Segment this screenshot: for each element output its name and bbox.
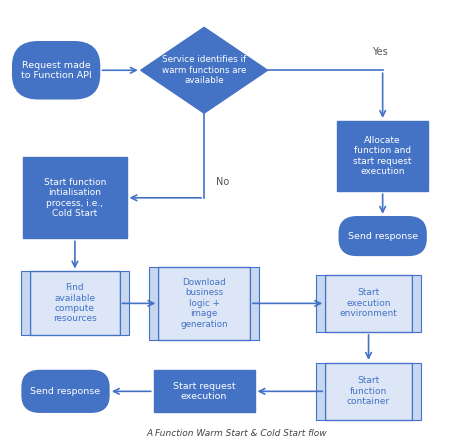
FancyBboxPatch shape [412, 275, 421, 332]
Text: Service identifies if
warm functions are
available: Service identifies if warm functions are… [162, 56, 246, 85]
FancyBboxPatch shape [325, 275, 412, 332]
FancyBboxPatch shape [337, 121, 428, 191]
FancyBboxPatch shape [316, 363, 325, 420]
Text: Start
execution
environment: Start execution environment [339, 289, 398, 318]
Text: Download
business
logic +
image
generation: Download business logic + image generati… [180, 278, 228, 329]
FancyBboxPatch shape [250, 267, 259, 340]
Text: Request made
to Function API: Request made to Function API [21, 60, 91, 80]
FancyBboxPatch shape [21, 271, 30, 335]
Text: No: No [216, 177, 229, 186]
Text: Allocate
function and
start request
execution: Allocate function and start request exec… [354, 136, 412, 176]
FancyBboxPatch shape [154, 370, 255, 412]
Text: Start request
execution: Start request execution [173, 382, 236, 401]
FancyBboxPatch shape [30, 271, 119, 335]
Polygon shape [141, 28, 267, 113]
FancyBboxPatch shape [339, 217, 426, 255]
Text: Start function
intialisation
process, i.e.,
Cold Start: Start function intialisation process, i.… [44, 178, 106, 218]
Text: Send response: Send response [347, 232, 418, 241]
FancyBboxPatch shape [412, 363, 421, 420]
Text: A Function Warm Start & Cold Start flow: A Function Warm Start & Cold Start flow [146, 428, 328, 437]
Text: Yes: Yes [373, 47, 388, 57]
Text: Start
function
container: Start function container [347, 377, 390, 406]
FancyBboxPatch shape [325, 363, 412, 420]
FancyBboxPatch shape [119, 271, 129, 335]
FancyBboxPatch shape [316, 275, 325, 332]
Text: Send response: Send response [30, 387, 100, 396]
FancyBboxPatch shape [23, 157, 127, 238]
FancyBboxPatch shape [22, 370, 109, 412]
FancyBboxPatch shape [158, 267, 250, 340]
Text: Find
available
compute
resources: Find available compute resources [53, 283, 97, 324]
FancyBboxPatch shape [149, 267, 158, 340]
FancyBboxPatch shape [13, 42, 100, 99]
